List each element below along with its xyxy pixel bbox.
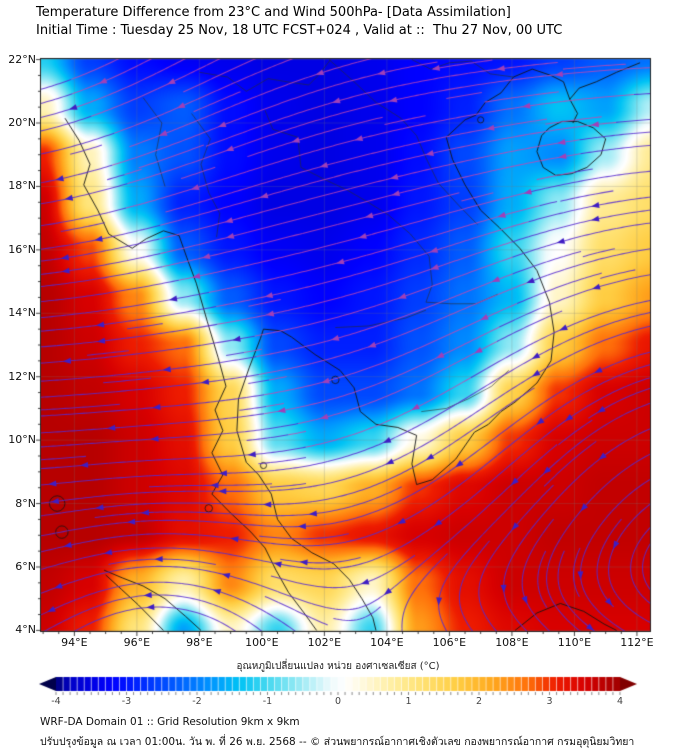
lat-tick-label: 12°N [8,369,36,383]
colorbar-tick-label: -2 [192,696,202,707]
lon-tick-label: 112°E [620,636,654,649]
page-title: Temperature Difference from 23°C and Win… [36,5,511,20]
footer-domain-info: WRF-DA Domain 01 :: Grid Resolution 9km … [40,716,300,728]
colorbar-tick-label: -1 [262,696,273,707]
lon-tick-label: 94°E [61,636,88,649]
page-subtitle: Initial Time : Tuesday 25 Nov, 18 UTC FC… [36,23,563,38]
colorbar-tick-label: -3 [121,696,132,707]
lat-tick-label: 10°N [8,433,36,447]
lat-tick-label: 20°N [8,116,36,129]
colorbar-tick-label: 3 [546,696,553,707]
colorbar-tick-label: 4 [616,696,624,707]
colorbar-tick-label: -4 [51,696,61,707]
colorbar-tick-label: 0 [334,696,342,707]
lon-tick-label: 110°E [557,636,592,649]
lon-tick-label: 108°E [495,636,529,649]
colorbar-tick-label: 2 [475,696,483,707]
lon-tick-label: 106°E [432,636,467,649]
lon-tick-label: 96°E [123,636,151,649]
lon-tick-label: 98°E [186,636,213,649]
colorbar-label: อุณหภูมิเปลี่ยนแปลง หน่วย องศาเซลเซียส (… [236,661,440,672]
lat-tick-label: 6°N [15,559,36,573]
footer-update-info: ปรับปรุงข้อมูล ณ เวลา 01:00น. วัน พ. ที่… [40,736,635,748]
lon-tick-label: 102°E [307,636,342,649]
lat-tick-label: 22°N [8,52,36,66]
lat-tick-label: 14°N [8,306,36,320]
lat-tick-label: 8°N [15,496,36,510]
lat-tick-label: 18°N [8,179,36,193]
lat-tick-label: 16°N [8,242,36,256]
lat-tick-label: 4°N [15,623,36,637]
lon-tick-label: 100°E [245,636,279,649]
colorbar-tick-label: 1 [405,696,412,707]
lon-tick-label: 104°E [370,636,404,649]
